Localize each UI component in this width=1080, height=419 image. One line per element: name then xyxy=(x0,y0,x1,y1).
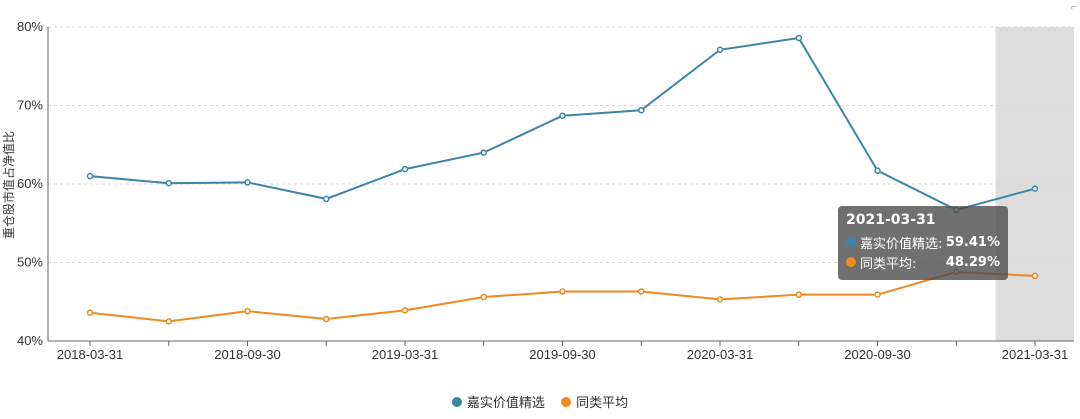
data-point-series-1 xyxy=(1031,185,1039,192)
data-point-series-2 xyxy=(244,307,251,315)
x-tick-label: 2020-09-30 xyxy=(844,347,911,362)
x-tick-label: 2021-03-31 xyxy=(1002,347,1069,362)
y-axis-label: 重仓股市值占净值比 xyxy=(1,131,16,239)
legend: 嘉实价值精选 同类平均 xyxy=(0,392,1080,411)
tooltip-name-series-2: 同类平均: xyxy=(860,256,917,272)
legend-marker-series-2 xyxy=(561,396,572,407)
data-point-series-2 xyxy=(795,291,802,298)
x-tick-label: 2018-09-30 xyxy=(214,347,281,362)
data-point-series-1 xyxy=(716,46,724,54)
data-point-series-1 xyxy=(638,106,645,114)
data-point-series-1 xyxy=(559,112,566,119)
data-point-series-1 xyxy=(165,179,172,187)
x-tick-label: 2019-09-30 xyxy=(529,347,596,362)
data-point-series-2 xyxy=(638,288,645,295)
corner-icon[interactable]: ⌐ xyxy=(1071,2,1077,13)
data-point-series-1 xyxy=(244,179,251,186)
data-point-series-2 xyxy=(86,309,94,316)
data-point-series-1 xyxy=(795,34,802,42)
data-point-series-2 xyxy=(716,296,724,303)
tooltip-dot-series-2 xyxy=(846,257,856,267)
tooltip-name-series-1: 嘉实价值精选: xyxy=(860,236,943,252)
legend-item-series-1[interactable]: 嘉实价值精选 xyxy=(451,392,545,411)
legend-label-series-2: 同类平均 xyxy=(576,396,629,411)
data-point-series-2 xyxy=(165,318,172,325)
x-tick-label: 2018-03-31 xyxy=(57,347,124,362)
y-tick-label: 50% xyxy=(17,255,43,270)
data-point-series-1 xyxy=(86,172,94,180)
data-point-series-2 xyxy=(874,291,881,298)
legend-label-series-1: 嘉实价值精选 xyxy=(466,396,545,411)
tooltip-row-series-1: 嘉实价值精选: 59.41% xyxy=(846,232,1000,252)
tooltip-dot-series-1 xyxy=(846,237,856,247)
data-point-series-1 xyxy=(323,195,330,203)
legend-marker-series-1 xyxy=(451,396,462,407)
data-point-series-1 xyxy=(874,167,881,174)
tooltip-value-series-1: 59.41% xyxy=(945,234,1000,250)
data-point-series-2 xyxy=(559,288,566,295)
data-point-series-2 xyxy=(480,293,487,301)
y-tick-label: 60% xyxy=(17,176,43,191)
tooltip-row-series-2: 同类平均: 48.29% xyxy=(846,252,1000,272)
tooltip: 2021-03-31 嘉实价值精选: 59.41% 同类平均: 48.29% xyxy=(838,206,1008,280)
data-point-series-2 xyxy=(401,307,409,314)
tooltip-title: 2021-03-31 xyxy=(846,212,936,228)
x-tick-label: 2019-03-31 xyxy=(372,347,439,362)
legend-item-series-2[interactable]: 同类平均 xyxy=(561,392,628,411)
x-tick-label: 2020-03-31 xyxy=(687,347,754,362)
y-tick-label: 80% xyxy=(17,19,43,34)
y-tick-label: 70% xyxy=(17,98,43,113)
y-tick-label: 40% xyxy=(17,333,43,348)
data-point-series-1 xyxy=(401,165,409,173)
tooltip-value-series-2: 48.29% xyxy=(945,254,1000,270)
series-line-1 xyxy=(89,36,1036,211)
data-point-series-1 xyxy=(480,149,487,156)
data-point-series-2 xyxy=(323,315,330,323)
data-point-series-2 xyxy=(1031,272,1039,280)
